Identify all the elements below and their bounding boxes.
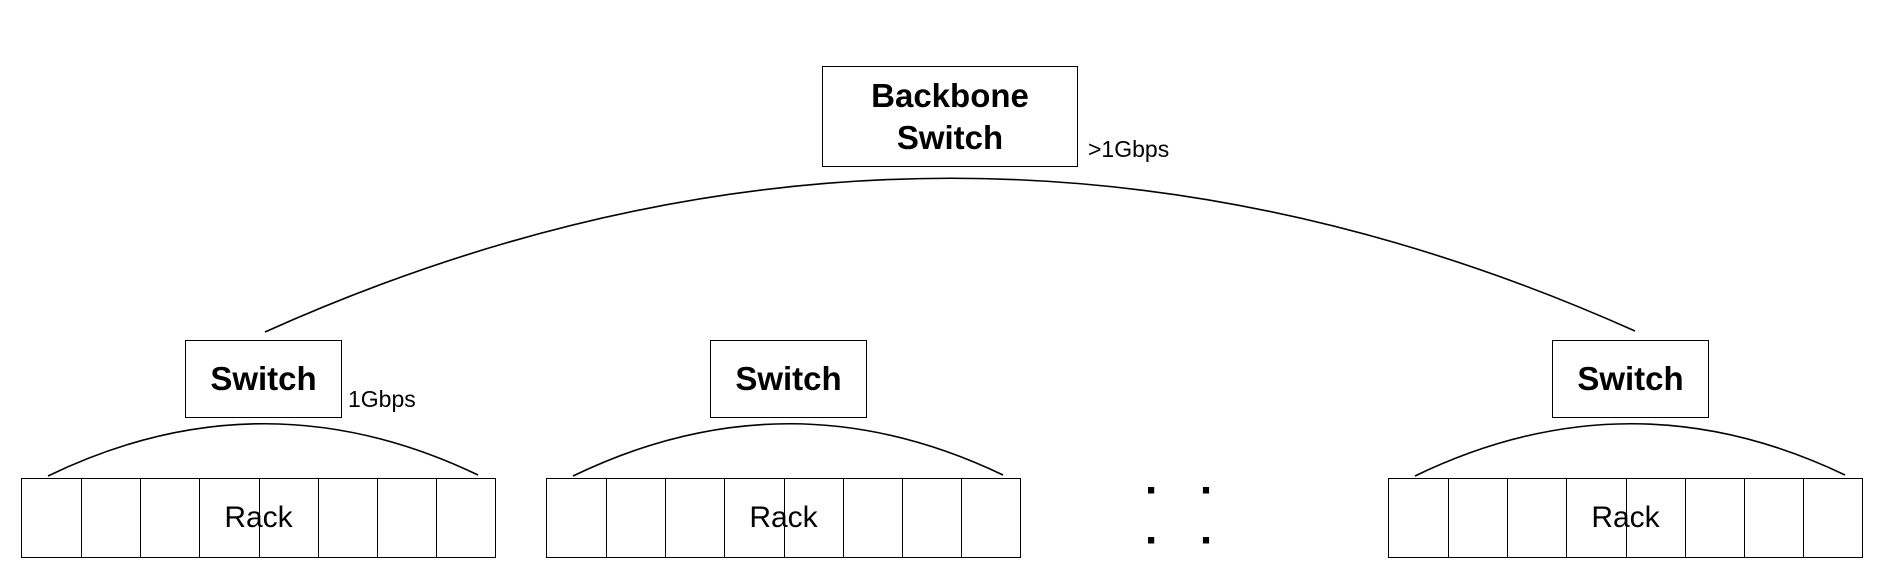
rack-slot-divider [665, 479, 667, 557]
rack-slot-divider [1566, 479, 1568, 557]
rack-slot-divider [376, 479, 378, 557]
switch-1-label: Switch [210, 360, 317, 397]
rack-slot-divider [901, 479, 903, 557]
switch-1-downlink-arc [47, 422, 479, 477]
switch-2: Switch [710, 340, 867, 418]
rack-2: Rack [546, 478, 1021, 558]
rack-3: Rack [1388, 478, 1863, 558]
rack-slot-divider [1743, 479, 1745, 557]
rack-slot-divider [1802, 479, 1804, 557]
backbone-switch: Backbone Switch [822, 66, 1078, 167]
rack-slot-divider [960, 479, 962, 557]
rack-slot-divider [1448, 479, 1450, 557]
backbone-switch-label-line2: Switch [896, 118, 1004, 156]
rack-2-label: Rack [749, 501, 818, 534]
rack-slot-divider [199, 479, 201, 557]
switch-1: Switch [185, 340, 342, 418]
rack-slot-divider [606, 479, 608, 557]
switch-link-speed: 1Gbps [348, 386, 416, 412]
rack-slot-divider [258, 479, 260, 557]
backbone-switch-label-line1: Backbone [871, 76, 1029, 114]
backbone-uplink-arc [264, 177, 1636, 333]
switch-3-downlink-arc [1414, 422, 1846, 477]
rack-slot-divider [724, 479, 726, 557]
backbone-link-speed: >1Gbps [1088, 136, 1170, 162]
rack-slot-divider [783, 479, 785, 557]
switch-2-label: Switch [735, 360, 842, 397]
rack-slot-divider [81, 479, 83, 557]
rack-3-label: Rack [1591, 501, 1660, 534]
rack-slot-divider [435, 479, 437, 557]
rack-slot-divider [317, 479, 319, 557]
rack-slot-divider [140, 479, 142, 557]
switch-3: Switch [1552, 340, 1709, 418]
rack-1: Rack [21, 478, 496, 558]
switch-3-label: Switch [1577, 360, 1684, 397]
switch-2-downlink-arc [572, 422, 1004, 477]
rack-1-label: Rack [224, 501, 293, 534]
rack-slot-divider [1625, 479, 1627, 557]
more-racks-ellipsis: · · · · [1145, 466, 1229, 565]
rack-slot-divider [1684, 479, 1686, 557]
rack-slot-divider [842, 479, 844, 557]
rack-slot-divider [1507, 479, 1509, 557]
